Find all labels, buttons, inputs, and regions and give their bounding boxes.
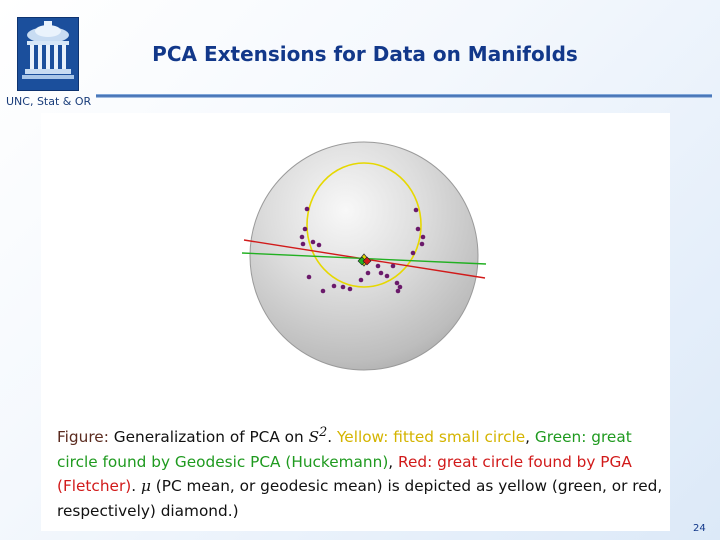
data-point <box>306 274 312 280</box>
title-rule <box>96 94 712 98</box>
sphere-exponent: 2 <box>319 425 328 440</box>
page-number: 24 <box>693 523 706 534</box>
data-point <box>358 277 364 283</box>
caption-text-2: (PC mean, or geodesic mean) is depicted … <box>57 477 663 520</box>
figure-caption: Figure: Generalization of PCA on S2. Yel… <box>57 421 665 523</box>
data-point <box>316 242 322 248</box>
data-point <box>375 263 381 269</box>
sphere-figure <box>241 141 487 371</box>
data-point <box>384 273 390 279</box>
data-point <box>299 234 305 240</box>
sphere-symbol: S2 <box>308 425 328 447</box>
caption-comma-1: , <box>525 428 531 447</box>
mu-symbol: μ <box>140 477 151 496</box>
caption-label: Figure: <box>57 428 109 447</box>
data-point <box>302 226 308 232</box>
data-point <box>320 288 326 294</box>
data-point <box>390 263 396 269</box>
caption-text-1: Generalization of PCA on <box>113 428 304 447</box>
university-logo <box>17 17 79 91</box>
data-point <box>300 241 306 247</box>
old-well-logo-icon <box>22 21 74 79</box>
data-point <box>420 234 426 240</box>
data-point <box>394 280 400 286</box>
mean-diamond-red <box>362 256 372 266</box>
data-point <box>340 284 346 290</box>
data-point <box>365 270 371 276</box>
organization-label: UNC, Stat & OR <box>6 95 92 108</box>
data-point <box>331 283 337 289</box>
data-point <box>310 239 316 245</box>
caption-period-2: . <box>131 477 137 496</box>
data-point <box>419 241 425 247</box>
data-point <box>304 206 310 212</box>
caption-comma-2: , <box>388 452 394 471</box>
data-point <box>410 250 416 256</box>
data-point <box>413 207 419 213</box>
data-points <box>299 206 426 294</box>
caption-red: Red: great circle found by PGA (Fletcher… <box>57 452 632 496</box>
caption-yellow: Yellow: fitted small circle <box>336 428 526 447</box>
data-point <box>347 286 353 292</box>
data-point <box>397 284 403 290</box>
small-circle-curve <box>306 162 422 288</box>
figure-panel: Figure: Generalization of PCA on S2. Yel… <box>41 113 670 531</box>
data-point <box>378 270 384 276</box>
data-point <box>415 226 421 232</box>
caption-period-1: . <box>327 428 333 447</box>
page-title: PCA Extensions for Data on Manifolds <box>152 42 578 66</box>
caption-green: Green: great circle found by Geodesic PC… <box>57 428 632 471</box>
data-point <box>395 288 401 294</box>
